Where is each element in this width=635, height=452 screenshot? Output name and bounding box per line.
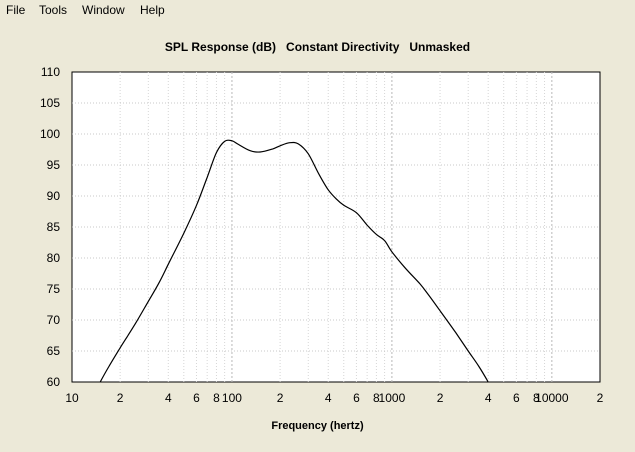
chart-title: SPL Response (dB) Constant Directivity U… <box>164 40 471 54</box>
menu-file[interactable]: File <box>6 3 26 17</box>
x-tick-label: 6 <box>353 391 360 405</box>
x-axis-label: Frequency (hertz) <box>271 420 364 432</box>
x-tick-label: 8 <box>213 391 220 405</box>
x-tick-label: 10 <box>65 391 79 405</box>
menu-bar: File Tools Window Help <box>0 0 635 21</box>
y-tick-label: 65 <box>47 344 61 358</box>
y-tick-label: 70 <box>47 313 61 327</box>
x-tick-label: 1000 <box>379 391 406 405</box>
y-tick-label: 95 <box>47 158 61 172</box>
series-group <box>99 139 489 383</box>
x-tick-label: 6 <box>513 391 520 405</box>
y-tick-label: 80 <box>47 251 61 265</box>
y-tick-label: 60 <box>47 375 61 389</box>
menu-window[interactable]: Window <box>82 3 125 17</box>
y-axis: 60 65 70 75 80 85 90 95 100 105 110 <box>40 65 60 389</box>
spl-response-line <box>99 139 489 383</box>
x-tick-label: 4 <box>325 391 332 405</box>
x-tick-label: 100 <box>222 391 242 405</box>
y-tick-label: 110 <box>41 65 60 79</box>
menu-help[interactable]: Help <box>140 3 165 17</box>
x-tick-label: 6 <box>193 391 200 405</box>
y-tick-label: 105 <box>40 96 60 110</box>
x-tick-label: 4 <box>485 391 492 405</box>
x-tick-label: 2 <box>437 391 444 405</box>
x-tick-label: 4 <box>165 391 172 405</box>
menu-tools[interactable]: Tools <box>39 3 68 17</box>
x-tick-label: 10000 <box>535 391 569 405</box>
grid <box>72 72 600 382</box>
y-tick-label: 100 <box>40 127 60 141</box>
y-tick-label: 85 <box>47 220 61 234</box>
x-tick-label: 8 <box>373 391 380 405</box>
x-tick-label: 8 <box>533 391 540 405</box>
x-tick-label: 2 <box>597 391 604 405</box>
x-tick-label: 2 <box>117 391 124 405</box>
y-tick-label: 75 <box>47 282 61 296</box>
y-tick-label: 90 <box>47 189 61 203</box>
x-tick-label: 2 <box>277 391 284 405</box>
